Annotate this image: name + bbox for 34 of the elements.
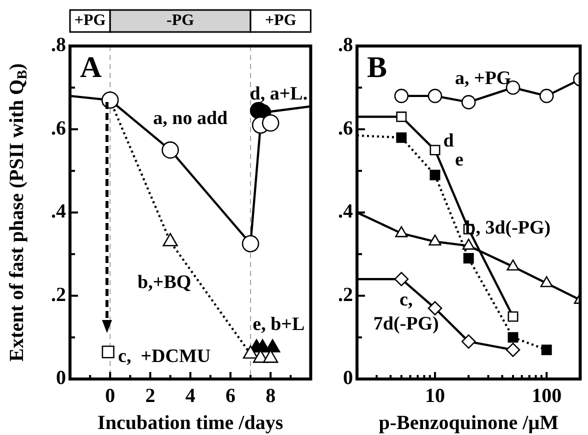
y-tick-label: .6	[338, 117, 353, 140]
text: +PG	[74, 12, 106, 30]
y-tick-label: .8	[338, 34, 353, 56]
y-tick-label: 0	[56, 367, 66, 390]
annotation: A	[80, 50, 102, 84]
annotation: c, +DCMU	[118, 346, 211, 367]
y-tick-label: .4	[338, 200, 353, 223]
y-tick-label: .6	[51, 117, 66, 140]
x-tick-label: 4	[185, 385, 196, 408]
annotation: e	[455, 149, 464, 170]
y-tick-label: .8	[51, 34, 66, 56]
annotation: b,+BQ	[138, 272, 192, 294]
annotation: c, 7d(-PG)	[373, 289, 439, 334]
text: +PG	[264, 12, 297, 30]
annotation: d, a+L.	[250, 84, 308, 105]
annotation: e, b+L	[252, 314, 305, 335]
x-tick-label: 8	[266, 385, 276, 408]
annotation: a, +PG	[455, 68, 512, 90]
annotation: B	[367, 50, 388, 84]
x-tick-label: 2	[145, 385, 156, 408]
y-tick-label: .2	[51, 284, 66, 306]
y-axis-title: Extent of fast phase (PSII with QB)	[6, 63, 31, 362]
x-axis-title: p-Benzoquinone /μM	[378, 412, 559, 434]
x-axis-title: Incubation time /days	[98, 412, 284, 434]
annotation: a, no add	[153, 108, 228, 129]
x-tick-label: 6	[225, 385, 236, 408]
x-tick-label: 0	[105, 385, 116, 408]
y-tick-label: 0	[343, 367, 353, 390]
text: -PG	[166, 12, 195, 30]
x-tick-label: 10	[425, 385, 446, 408]
x-tick-label: 100	[532, 385, 562, 408]
annotation: d	[443, 130, 454, 152]
y-tick-label: .2	[338, 284, 353, 306]
y-tick-label: .4	[51, 200, 66, 223]
